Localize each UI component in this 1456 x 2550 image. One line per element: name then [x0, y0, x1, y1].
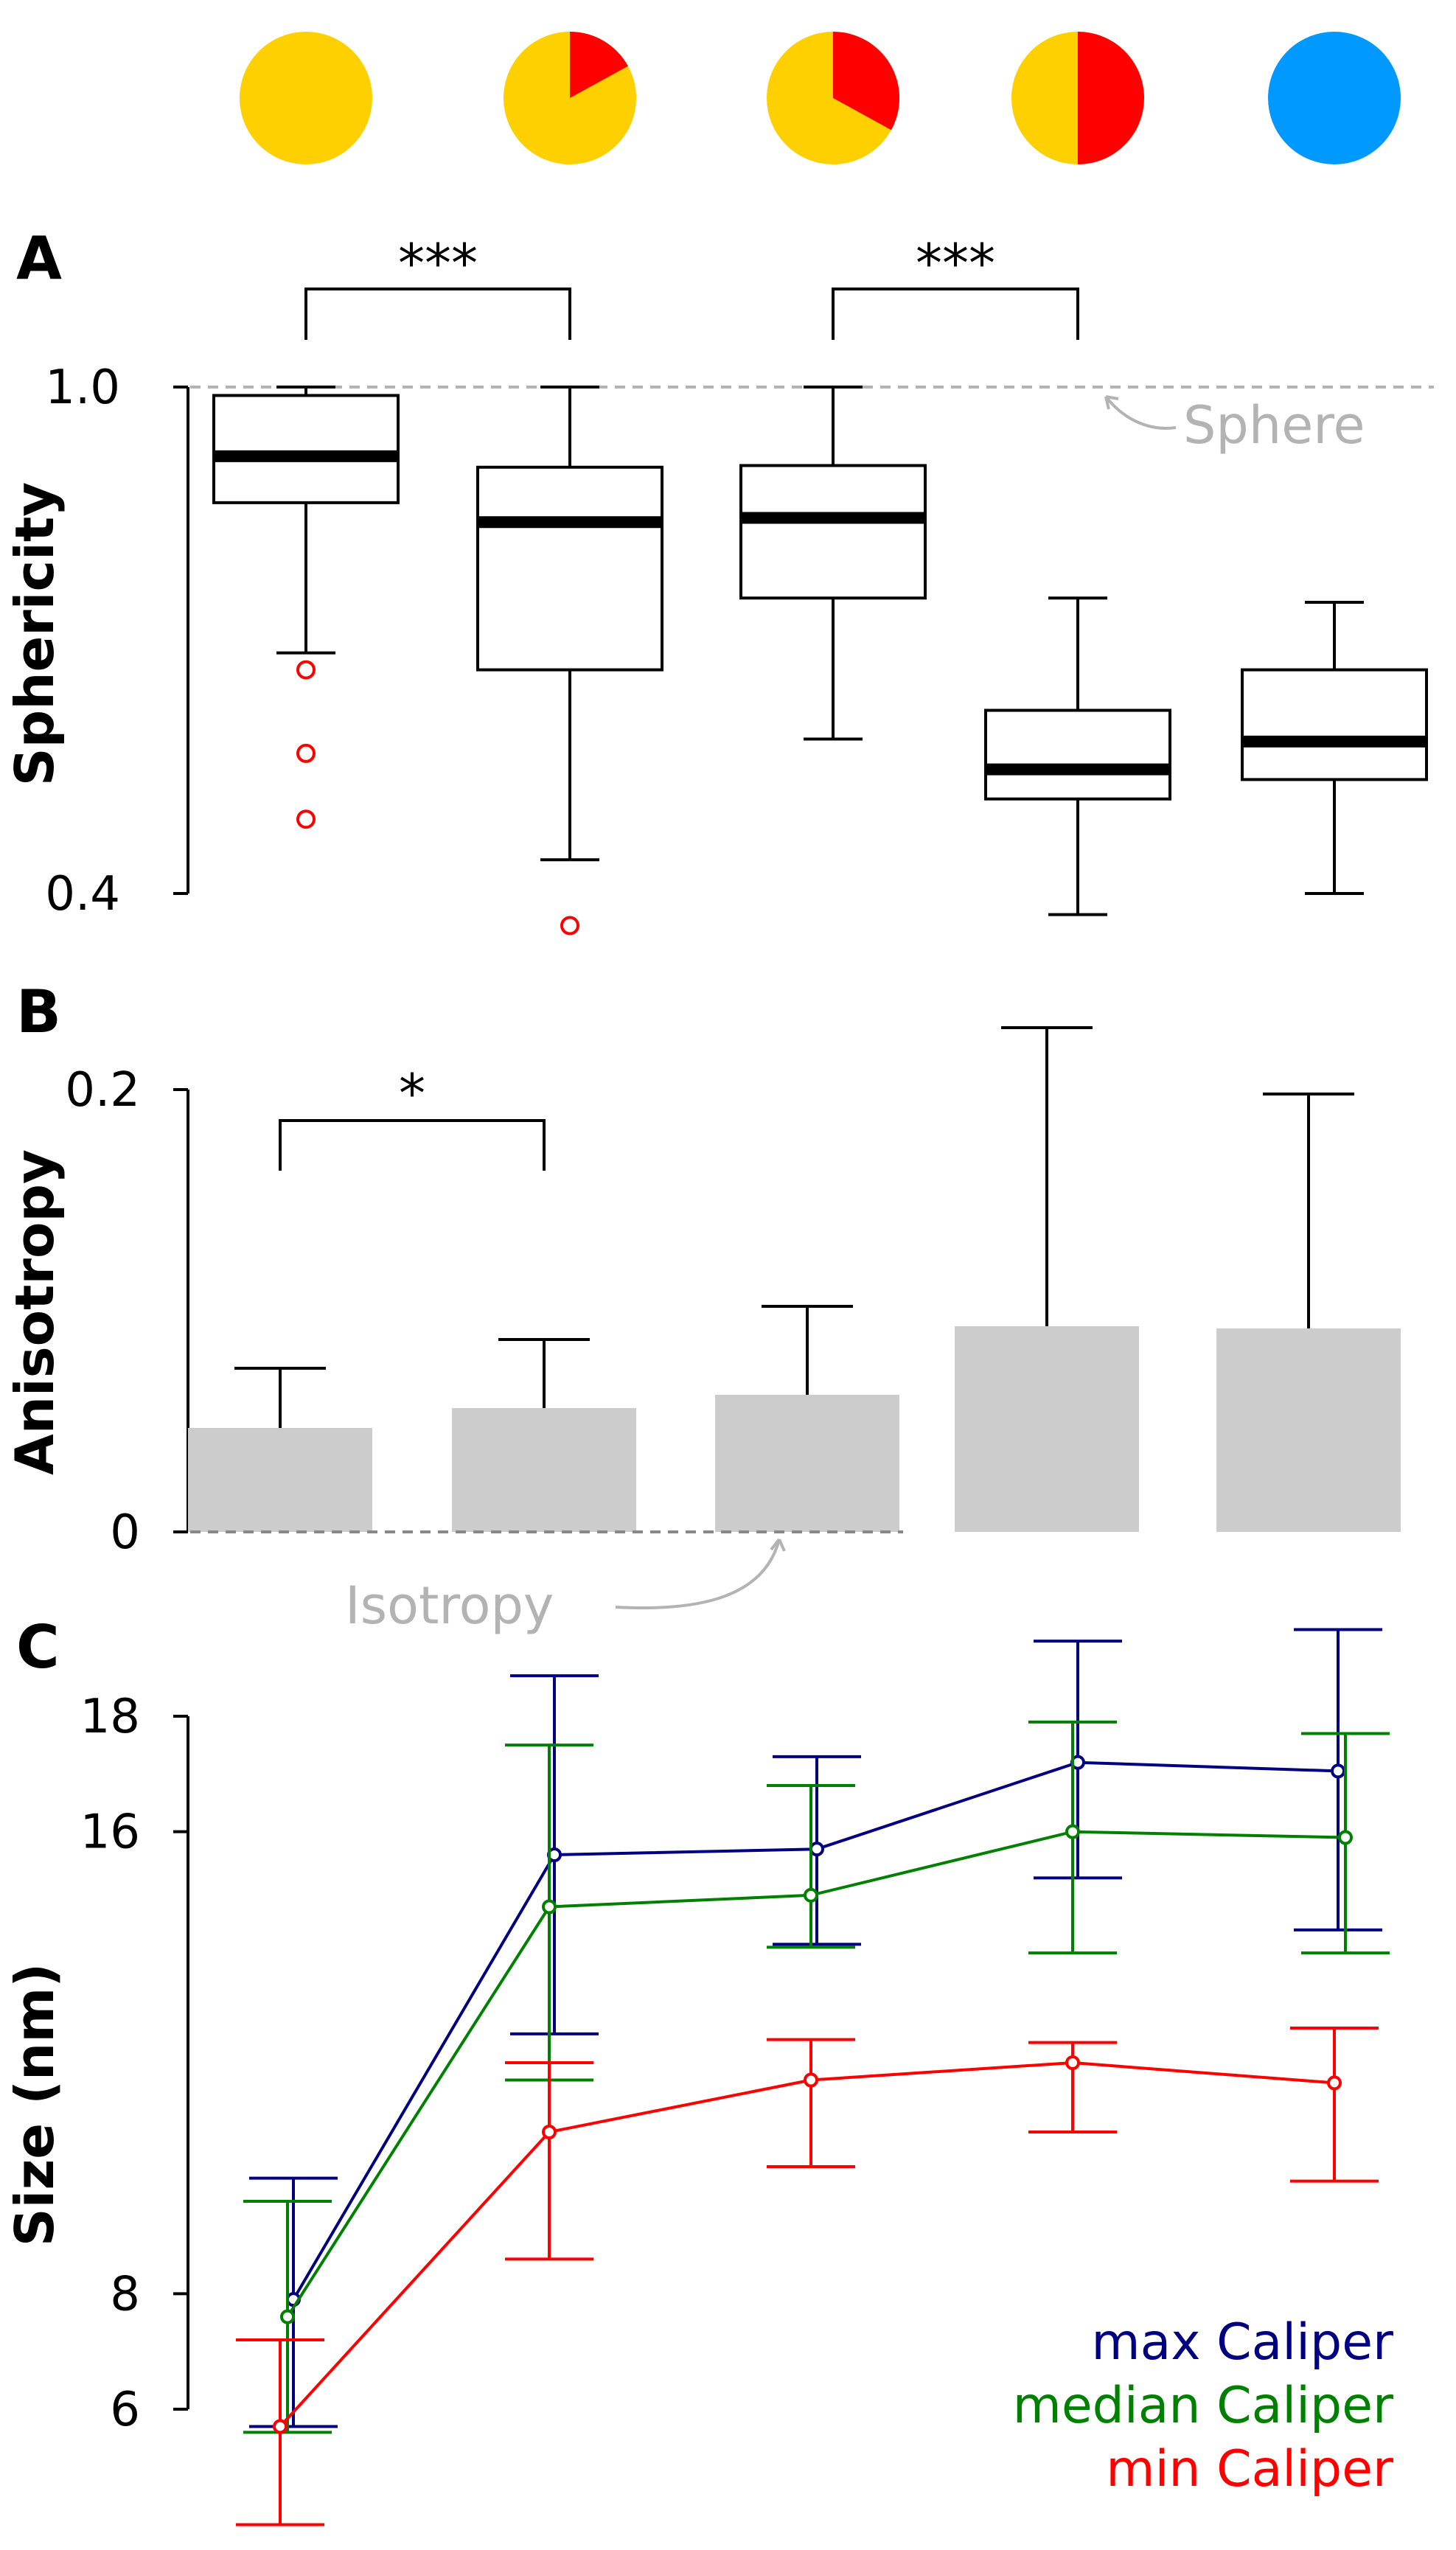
- box-3-iqr: [739, 464, 927, 600]
- pie-3-red-slice: [833, 31, 900, 130]
- panel-b-significance-1: *: [399, 1062, 425, 1124]
- anisotropy-bar-2: [452, 1408, 636, 1532]
- series-3-point-1: [273, 2419, 288, 2434]
- panel-b-bars: *: [188, 1026, 1401, 1533]
- panel-a-sphericity: A Sphericity 1.0 0.4 *** *** Sphere: [4, 224, 1434, 936]
- series-min-caliper: [236, 2027, 1379, 2526]
- panel-c-ytick-label-2: 8: [110, 2267, 140, 2321]
- box-1-outlier-2: [296, 743, 316, 763]
- panel-b-ytick-label-0: 0.2: [65, 1063, 140, 1118]
- panel-c-ticks: 18 16 8 6: [80, 1690, 189, 2437]
- legend-entry-1: max Caliper: [1091, 2313, 1393, 2372]
- panel-a-significance-2: ***: [916, 232, 995, 294]
- box-4-iqr: [984, 708, 1171, 801]
- panel-c-lines: [236, 1628, 1390, 2526]
- anisotropy-bar-3: [715, 1395, 899, 1532]
- anisotropy-bar-5: [1216, 1328, 1401, 1532]
- pie-4-red-slice: [1078, 32, 1144, 164]
- panel-a-bracket-1: [304, 288, 571, 340]
- series-2-point-2: [542, 1899, 557, 1915]
- anisotropy-bar-4: [955, 1326, 1139, 1532]
- panel-b-anisotropy: B Anisotropy 0.20 * Isotropy: [4, 978, 1401, 1636]
- panel-b-letter: B: [16, 978, 61, 1046]
- series-3-point-5: [1327, 2075, 1342, 2091]
- box-4: [984, 596, 1171, 916]
- panel-a-ylabel: Sphericity: [4, 482, 66, 786]
- box-1-iqr: [212, 394, 400, 504]
- box-5-iqr: [1241, 668, 1428, 781]
- series-line-3: [279, 2060, 1335, 2428]
- legend-entry-2: median Caliper: [1013, 2377, 1393, 2435]
- pie-5: [1268, 32, 1401, 164]
- anisotropy-bar-1: [188, 1428, 372, 1532]
- isotropy-annotation: Isotropy: [345, 1575, 554, 1636]
- series-3-point-4: [1065, 2055, 1080, 2070]
- legend-entry-3: min Caliper: [1106, 2440, 1393, 2498]
- series-2-point-5: [1338, 1830, 1353, 1845]
- box-2-outlier-1: [560, 916, 579, 936]
- panel-a-ytick-label-0: 1.0: [45, 360, 120, 415]
- sphere-arrow: [1104, 395, 1177, 430]
- series-3-point-3: [804, 2072, 818, 2088]
- series-3-point-2: [542, 2125, 557, 2139]
- series-2-point-3: [804, 1887, 818, 1903]
- box-5: [1241, 600, 1428, 895]
- panel-c-ytick-label-3: 6: [110, 2383, 140, 2437]
- sphere-arrowhead: [1104, 395, 1119, 410]
- panel-b-ticks: 0.20: [65, 1063, 189, 1560]
- box-1-outlier-1: [296, 660, 316, 680]
- category-pies: [240, 31, 1401, 164]
- box-1: [212, 386, 400, 829]
- panel-c-letter: C: [16, 1613, 60, 1682]
- pie-1: [240, 32, 372, 164]
- panel-c-ytick-label-0: 18: [80, 1690, 140, 1744]
- panel-a-ytick-label-1: 0.4: [45, 867, 120, 922]
- series-max-caliper: [249, 1628, 1382, 2428]
- panel-a-bracket-2: [832, 288, 1079, 340]
- isotropy-arrow: [615, 1539, 781, 1610]
- box-1-outlier-3: [296, 809, 316, 829]
- panel-c-ylabel: Size (nm): [4, 1963, 66, 2246]
- series-2-point-4: [1065, 1824, 1080, 1839]
- series-median-caliper: [243, 1720, 1390, 2434]
- panel-a-significance-1: ***: [398, 232, 478, 294]
- panel-a-letter: A: [16, 224, 62, 293]
- series-1-point-3: [809, 1842, 824, 1857]
- panel-a-ticks: 1.0 0.4: [45, 360, 189, 922]
- sphere-annotation: Sphere: [1183, 395, 1365, 456]
- panel-c-ytick-label-1: 16: [80, 1805, 140, 1860]
- box-3: [739, 386, 927, 741]
- box-2-iqr: [476, 465, 663, 672]
- panel-b-bracket-1: [279, 1119, 546, 1171]
- series-1-point-5: [1331, 1763, 1345, 1779]
- panel-b-ylabel: Anisotropy: [4, 1149, 66, 1475]
- series-2-point-1: [280, 2309, 295, 2324]
- box-2: [476, 386, 663, 936]
- panel-b-ytick-label-1: 0: [110, 1505, 140, 1560]
- isotropy-arrowhead: [770, 1538, 786, 1552]
- pie-2-red-slice: [570, 31, 628, 98]
- panel-a-boxes: *** ***: [190, 232, 1434, 936]
